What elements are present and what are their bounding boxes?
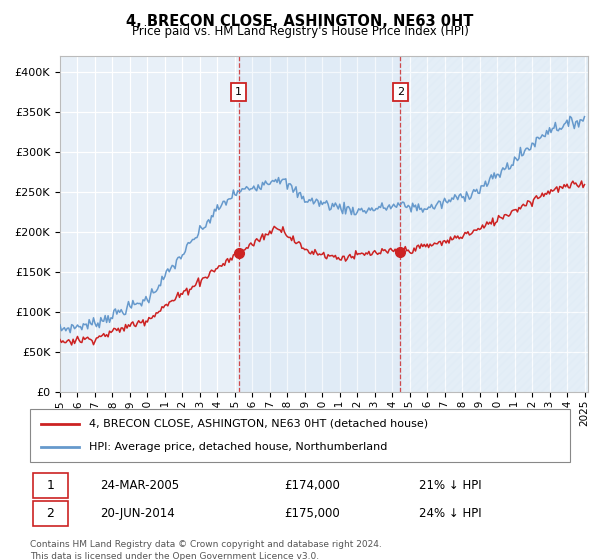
- Text: HPI: Average price, detached house, Northumberland: HPI: Average price, detached house, Nort…: [89, 442, 388, 452]
- Text: Contains HM Land Registry data © Crown copyright and database right 2024.
This d: Contains HM Land Registry data © Crown c…: [30, 540, 382, 560]
- Bar: [239, 56, 400, 392]
- Bar: [400, 56, 588, 392]
- Text: Price paid vs. HM Land Registry's House Price Index (HPI): Price paid vs. HM Land Registry's House …: [131, 25, 469, 38]
- Text: 1: 1: [235, 87, 242, 97]
- FancyBboxPatch shape: [33, 502, 68, 526]
- Text: 4, BRECON CLOSE, ASHINGTON, NE63 0HT: 4, BRECON CLOSE, ASHINGTON, NE63 0HT: [127, 14, 473, 29]
- Text: £174,000: £174,000: [284, 479, 340, 492]
- Text: 21% ↓ HPI: 21% ↓ HPI: [419, 479, 481, 492]
- Text: £175,000: £175,000: [284, 507, 340, 520]
- FancyBboxPatch shape: [30, 409, 570, 462]
- Text: 24% ↓ HPI: 24% ↓ HPI: [419, 507, 481, 520]
- Text: 20-JUN-2014: 20-JUN-2014: [100, 507, 175, 520]
- Text: 4, BRECON CLOSE, ASHINGTON, NE63 0HT (detached house): 4, BRECON CLOSE, ASHINGTON, NE63 0HT (de…: [89, 419, 428, 429]
- Text: 2: 2: [397, 87, 404, 97]
- Text: 24-MAR-2005: 24-MAR-2005: [100, 479, 179, 492]
- Text: 1: 1: [47, 479, 55, 492]
- Text: 2: 2: [47, 507, 55, 520]
- FancyBboxPatch shape: [33, 473, 68, 498]
